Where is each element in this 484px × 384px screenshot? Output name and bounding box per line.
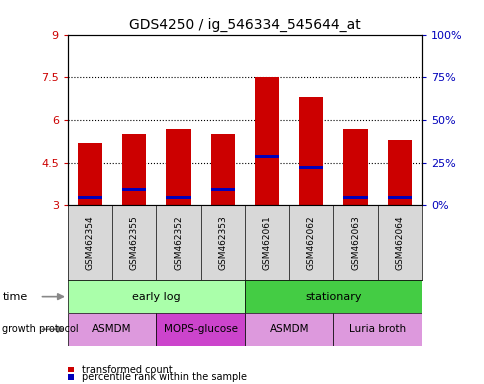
Bar [68, 280, 244, 313]
Text: percentile rank within the sample: percentile rank within the sample [82, 372, 247, 382]
Bar [255, 155, 279, 158]
Text: GSM462355: GSM462355 [130, 215, 138, 270]
Bar [343, 196, 367, 199]
Text: stationary: stationary [304, 291, 361, 302]
Bar [210, 188, 234, 191]
Text: GSM462061: GSM462061 [262, 215, 271, 270]
Bar [299, 166, 323, 169]
Text: growth protocol: growth protocol [2, 324, 79, 334]
Text: time: time [2, 291, 28, 302]
Text: early log: early log [132, 291, 181, 302]
Bar [387, 140, 411, 205]
Text: Luria broth: Luria broth [348, 324, 406, 334]
Text: ASMDM: ASMDM [92, 324, 132, 334]
Bar [210, 134, 234, 205]
Text: GSM462353: GSM462353 [218, 215, 227, 270]
Bar [387, 196, 411, 199]
Text: MOPS-glucose: MOPS-glucose [163, 324, 237, 334]
Bar [156, 313, 244, 346]
Text: GSM462352: GSM462352 [174, 215, 182, 270]
Text: GSM462063: GSM462063 [350, 215, 359, 270]
Bar [244, 280, 421, 313]
Bar [78, 143, 102, 205]
Bar [78, 196, 102, 199]
Text: GSM462354: GSM462354 [85, 215, 94, 270]
Bar [333, 313, 421, 346]
Title: GDS4250 / ig_546334_545644_at: GDS4250 / ig_546334_545644_at [129, 18, 360, 32]
Bar [166, 196, 190, 199]
Text: transformed count: transformed count [82, 364, 173, 374]
Bar [122, 134, 146, 205]
Text: GSM462064: GSM462064 [394, 215, 404, 270]
Bar [122, 188, 146, 191]
Text: GSM462062: GSM462062 [306, 215, 315, 270]
Bar [343, 129, 367, 205]
Bar [68, 313, 156, 346]
Bar [244, 313, 333, 346]
Bar [299, 97, 323, 205]
Bar [166, 129, 190, 205]
Text: ASMDM: ASMDM [269, 324, 308, 334]
Bar [255, 77, 279, 205]
